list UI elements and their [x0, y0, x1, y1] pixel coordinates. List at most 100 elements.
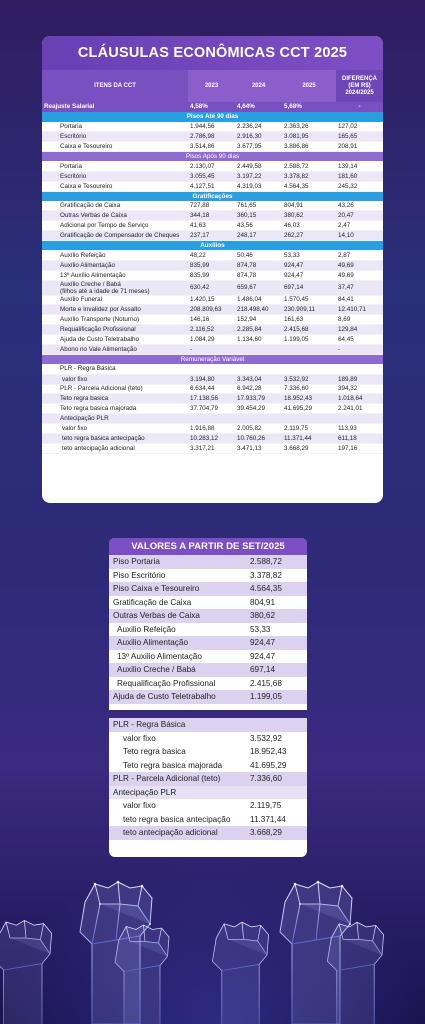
- section-pisos-ate-90: Pisos Até 90 dias: [42, 111, 383, 122]
- row-label: Gratificação de Caixa: [42, 200, 188, 212]
- row-label: Teto regra basica majorada: [42, 403, 188, 415]
- cell-2025: 804,91: [282, 200, 336, 212]
- cell-2025: 2.415,68: [282, 324, 336, 336]
- table-row-creche: Auxílio Creche / Babá (filhos até a idade…: [42, 280, 383, 296]
- cell-diff: 2,87: [336, 250, 383, 261]
- cell-2023: 2.116,52: [188, 324, 235, 336]
- cell-diff: 12.410,71: [336, 304, 383, 316]
- cell-2025: 53,33: [282, 250, 336, 261]
- cell-2023: 3.317,21: [188, 443, 235, 454]
- row-label: valor fixo: [42, 374, 188, 385]
- cell-2024: 50,46: [235, 250, 282, 261]
- row-label: Auxílio Creche / Babá (filhos até a idade…: [42, 280, 188, 296]
- cell-2025: 3.668,29: [282, 443, 336, 454]
- creche-label: Auxílio Creche / Babá: [60, 280, 121, 288]
- plr-table: PLR - Regra Básica valor fixo 3.532,92 Te…: [109, 718, 307, 840]
- valores-table: Piso Portaria 2.588,72 Piso Escritório 3.3…: [109, 555, 307, 704]
- cell-diff: 43,26: [336, 200, 383, 212]
- cell-diff: 394,32: [336, 384, 383, 395]
- row-label: valor fixo: [109, 731, 246, 745]
- cell-2024: 3.197,22: [235, 171, 282, 182]
- cell-2025: 18.952,43: [282, 393, 336, 405]
- row-value: 2.119,75: [246, 799, 307, 813]
- cell-2025: 1.570,45: [282, 295, 336, 306]
- cell-2023: -: [188, 344, 235, 355]
- cell-2023: 41,63: [188, 220, 235, 232]
- row-label: Abono no Vale Alimentação: [42, 344, 188, 355]
- cell-2023: 237,17: [188, 230, 235, 241]
- cell-2024: 4,64%: [235, 102, 282, 112]
- cell-2023: 208.809,63: [188, 304, 235, 316]
- cell-2025: 697,14: [282, 280, 336, 296]
- table-row: valor fixo 3.532,92: [109, 731, 307, 745]
- cell-2024: 659,67: [235, 280, 282, 296]
- cell-2024: 1.134,60: [235, 334, 282, 345]
- header-2023: 2023: [188, 70, 235, 102]
- table-row: valor fixo 3.194,80 3.343,04 3.532,92 189,89: [42, 374, 383, 385]
- row-value: 3.532,92: [246, 731, 307, 745]
- cell-2024: 43,56: [235, 220, 282, 232]
- cell-2023: 1.420,15: [188, 295, 235, 306]
- section-label: Auxílios: [42, 240, 383, 251]
- cell-2023: 2.130,07: [188, 161, 235, 172]
- header-diferenca: DIFERENÇA (EM R$) 2024/2025: [336, 70, 383, 102]
- cell-diff: 197,16: [336, 443, 383, 454]
- cell-2025: 3.378,82: [282, 171, 336, 182]
- row-value: 2.415,68: [246, 676, 307, 690]
- table-row: valor fixo 2.119,75: [109, 799, 307, 813]
- row-label: Auxílio Refeição: [42, 250, 188, 261]
- table-row: teto antecipação adicional 3.668,29: [109, 826, 307, 840]
- row-label: Piso Escritório: [109, 568, 246, 582]
- cell-2024: 39.454,29: [235, 403, 282, 415]
- cell-2025: 2.588,72: [282, 161, 336, 172]
- raised-fist-icon: [326, 921, 384, 1024]
- row-label: Gratificação de Caixa: [109, 595, 246, 609]
- table-row: Morte e Invalidez por Assalto 208.809,63 2…: [42, 304, 383, 316]
- row-label: Escritório: [42, 131, 188, 143]
- table-row: Auxílio Funeral 1.420,15 1.486,04 1.570,45 8…: [42, 295, 383, 306]
- cell-2025: 3.886,86: [282, 141, 336, 152]
- cell-2024: 6.942,28: [235, 384, 282, 395]
- cell-2023: 48,22: [188, 250, 235, 261]
- table-row: Outras Verbas de Caixa 344,18 360,15 380,62…: [42, 210, 383, 222]
- cell-2024: 2.285,84: [235, 324, 282, 336]
- cell-2023: 17.138,56: [188, 393, 235, 405]
- card-title: CLÁUSULAS ECONÔMICAS CCT 2025: [42, 36, 383, 70]
- row-label: Portaria: [42, 161, 188, 172]
- cell-diff: 49,69: [336, 270, 383, 281]
- cell-2024: 10.760,26: [235, 433, 282, 444]
- row-label: Teto regra basica: [42, 393, 188, 405]
- table-row: PLR - Regra Básica: [42, 364, 383, 375]
- row-value: [246, 785, 307, 799]
- cell-2025: 924,47: [282, 260, 336, 271]
- cell-2025: 4.564,35: [282, 181, 336, 192]
- row-label: Auxilio Creche / Babá: [109, 663, 246, 677]
- section-label: Pisos Após 90 dias: [42, 151, 383, 162]
- cell-2024: 2.005,82: [235, 423, 282, 434]
- cell-diff: 37,47: [336, 280, 383, 296]
- cell-diff: -: [336, 102, 383, 112]
- background-glow: [0, 854, 425, 1024]
- row-label: Outras Verbas de Caixa: [42, 210, 188, 222]
- table-row: valor fixo 1.916,88 2.005,82 2.119,75 113,93: [42, 423, 383, 434]
- cell-2023: 1.916,88: [188, 423, 235, 434]
- cell-diff: 1.018,64: [336, 393, 383, 405]
- cell-2024: 1.486,04: [235, 295, 282, 306]
- cell-2025: 262,27: [282, 230, 336, 241]
- table-header: ITENS DA CCT 2023 2024 2025 DIFERENÇA (E…: [42, 70, 383, 102]
- cell-2023: 1.084,29: [188, 334, 235, 345]
- cell-2024: 2.916,30: [235, 131, 282, 143]
- row-label: Caixa e Tesoureiro: [42, 141, 188, 152]
- cell-2023: 10.283,12: [188, 433, 235, 444]
- cell-2025: 924,47: [282, 270, 336, 281]
- cell-diff: 8,69: [336, 314, 383, 326]
- cell-2025: 1.199,05: [282, 334, 336, 345]
- table-row: Adicional por Tempo de Serviço 41,63 43,56…: [42, 220, 383, 232]
- cell-2025: 230.909,11: [282, 304, 336, 316]
- raised-fist-icon: [114, 924, 170, 1024]
- cell-2024: 360,15: [235, 210, 282, 222]
- cell-2024: 3.471,13: [235, 443, 282, 454]
- cell-diff: 2.241,01: [336, 403, 383, 415]
- cell-diff: 14,10: [336, 230, 383, 241]
- row-label: Reajuste Salarial: [42, 102, 188, 112]
